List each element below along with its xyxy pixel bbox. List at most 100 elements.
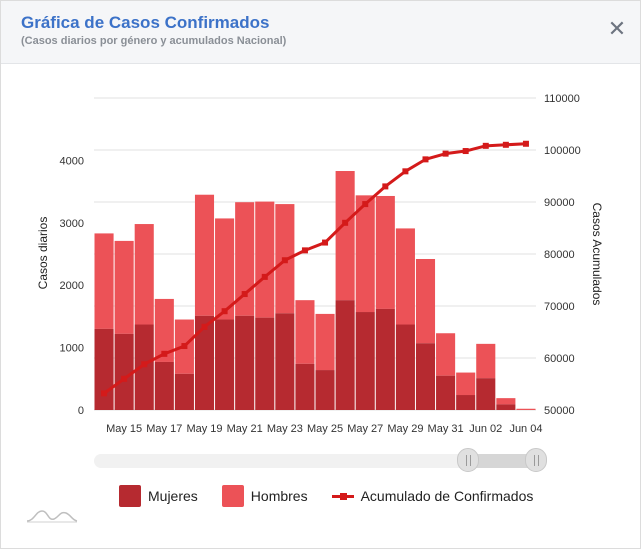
- y-tick-label: 3000: [60, 218, 84, 230]
- y-tick-label: 4000: [60, 155, 84, 167]
- cumulative-point: [201, 323, 208, 330]
- y2-tick-label: 80000: [544, 249, 575, 261]
- y-tick-label: 1000: [60, 343, 84, 355]
- cumulative-point: [382, 183, 389, 190]
- x-tick-label: May 21: [227, 423, 263, 435]
- bar-mujeres: [335, 300, 355, 410]
- chart-title: Gráfica de Casos Confirmados: [21, 13, 270, 32]
- cumulative-point: [101, 390, 108, 397]
- x-tick-label: Jun 02: [469, 423, 502, 435]
- legend-item-women[interactable]: Mujeres: [119, 485, 198, 507]
- x-tick-label: May 27: [347, 423, 383, 435]
- cumulative-point: [322, 239, 329, 246]
- bar-hombres: [154, 298, 174, 362]
- range-start-handle[interactable]: [457, 448, 479, 472]
- cumulative-point: [261, 273, 268, 280]
- y2-tick-label: 110000: [544, 93, 580, 105]
- bar-mujeres: [235, 315, 255, 410]
- legend-swatch-cumulative: [331, 485, 354, 507]
- bar-mujeres: [456, 395, 476, 410]
- y-axis-title: Casos diarios: [36, 217, 50, 290]
- bar-mujeres: [174, 373, 194, 410]
- axis-ticks: 0 1000 2000 3000 4000 50000 60000 70000 80000 900…: [60, 93, 581, 435]
- y2-tick-label: 70000: [544, 301, 575, 313]
- bar-hombres: [335, 171, 355, 301]
- cumulative-point: [221, 308, 228, 315]
- bar-hombres: [134, 224, 154, 325]
- bar-mujeres: [295, 363, 315, 410]
- legend-label-cumulative: Acumulado de Confirmados: [360, 488, 534, 504]
- cumulative-point: [301, 247, 308, 254]
- bar-hombres: [355, 195, 375, 313]
- bar-mujeres: [215, 319, 235, 410]
- y-tick-label: 0: [78, 405, 84, 417]
- close-icon[interactable]: ✕: [607, 16, 627, 41]
- cumulative-point: [442, 150, 449, 157]
- x-tick-label: Jun 04: [509, 423, 542, 435]
- x-tick-label: May 23: [267, 423, 303, 435]
- bar-mujeres: [315, 370, 335, 410]
- y-tick-label: 2000: [60, 280, 84, 292]
- cumulative-point: [141, 361, 148, 368]
- bar-hombres: [456, 372, 476, 396]
- cumulative-point: [522, 140, 529, 147]
- cumulative-point: [462, 148, 469, 155]
- cumulative-point: [402, 168, 409, 175]
- legend-label-men: Hombres: [250, 488, 308, 504]
- range-navigator-track[interactable]: [94, 454, 545, 468]
- y2-tick-label: 50000: [544, 405, 575, 417]
- bar-mujeres: [375, 308, 395, 410]
- cumulative-line: [103, 142, 527, 395]
- bar-hombres: [194, 194, 215, 316]
- legend-item-men[interactable]: Hombres: [221, 485, 308, 507]
- legend-swatch-women: [119, 485, 141, 507]
- x-tick-label: May 17: [146, 423, 182, 435]
- bar-hombres: [436, 333, 456, 376]
- cumulative-point: [362, 201, 369, 208]
- cumulative-point: [422, 156, 429, 163]
- bar-hombres: [255, 201, 275, 318]
- bar-hombres: [375, 195, 395, 309]
- range-navigator-selection[interactable]: [467, 454, 536, 468]
- cumulative-point: [121, 375, 128, 382]
- cumulative-point: [482, 142, 489, 149]
- bar-mujeres: [134, 324, 154, 410]
- bar-mujeres: [355, 312, 375, 410]
- bar-mujeres: [496, 404, 516, 410]
- bar-hombres: [295, 300, 315, 364]
- bar-mujeres: [255, 317, 275, 410]
- bar-mujeres: [476, 378, 496, 410]
- y2-tick-label: 60000: [544, 353, 575, 365]
- cumulative-point: [342, 219, 349, 226]
- bar-hombres: [415, 258, 436, 344]
- cumulative-point: [181, 343, 188, 350]
- bar-mujeres: [395, 324, 415, 410]
- cumulative-point: [161, 350, 168, 357]
- chart-legend: Mujeres Hombres Acumulado de Confirmados: [119, 484, 557, 508]
- bar-mujeres: [114, 333, 134, 410]
- x-tick-label: May 29: [387, 423, 423, 435]
- bar-hombres: [395, 228, 415, 325]
- bar-hombres: [215, 218, 235, 320]
- bar-mujeres: [194, 315, 215, 410]
- cumulative-point: [502, 141, 509, 148]
- chart-logo-icon: [26, 510, 78, 523]
- bar-mujeres: [154, 361, 174, 410]
- bar-series: [94, 171, 536, 410]
- x-tick-label: May 25: [307, 423, 343, 435]
- y2-axis-title: Casos Acumulados: [590, 203, 604, 306]
- chart-subtitle: (Casos diarios por género y acumulados N…: [21, 35, 287, 47]
- bar-hombres: [476, 343, 496, 379]
- bar-hombres: [315, 313, 335, 371]
- range-end-handle[interactable]: [525, 448, 547, 472]
- legend-label-women: Mujeres: [148, 488, 198, 504]
- bar-mujeres: [436, 375, 456, 410]
- y2-tick-label: 100000: [544, 145, 581, 157]
- legend-item-cumulative[interactable]: Acumulado de Confirmados: [331, 485, 534, 507]
- bar-mujeres: [415, 343, 436, 410]
- bar-hombres: [235, 202, 255, 316]
- y2-tick-label: 90000: [544, 197, 575, 209]
- x-tick-label: May 19: [186, 423, 222, 435]
- bar-hombres: [496, 398, 516, 405]
- bar-hombres: [114, 240, 134, 334]
